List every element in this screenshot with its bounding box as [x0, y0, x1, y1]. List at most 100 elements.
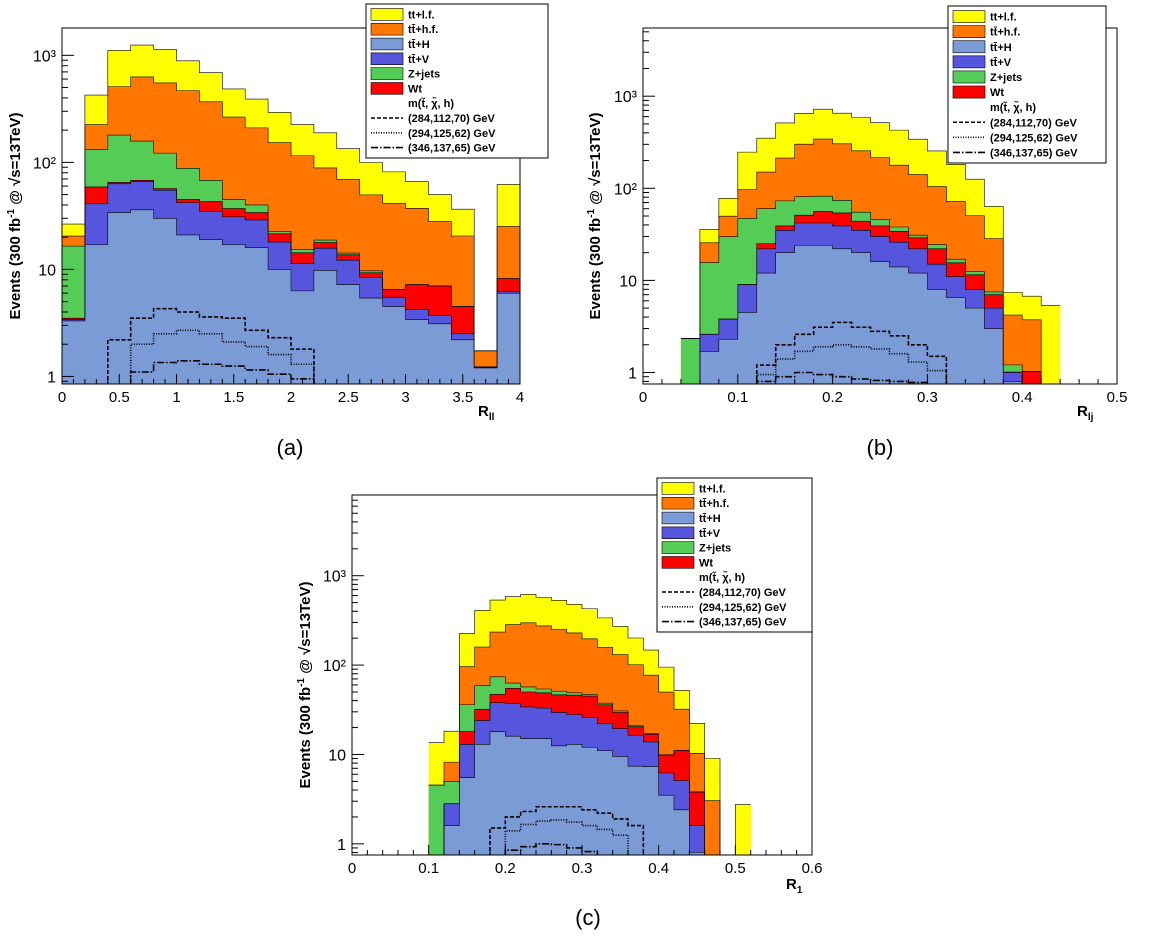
- y-axis-label-part: @: [297, 655, 314, 678]
- legend-entry-header: m(t̃, χ̃, h): [699, 571, 745, 584]
- signal-s1: [489, 805, 645, 855]
- x-tick-label: 0.6: [802, 860, 823, 877]
- legend-swatch-tthf: [661, 496, 695, 510]
- x-tick-label: 1.5: [223, 389, 244, 406]
- x-tick-label: 0: [348, 860, 356, 877]
- legend-label: tt+l.f.: [699, 483, 726, 495]
- legend-box: [947, 5, 1107, 164]
- legend: tt+l.f. tt̄+h.f. tt̄+H tt̄+V Z+jets Wt m(t̃, χ…: [365, 3, 549, 159]
- legend-entry-wt: Wt: [370, 82, 422, 95]
- chart-b: 0 0.1 0.2 0.3 0.4 0.5 1 10 10² 10³ Rlj Events (300 …: [586, 5, 1128, 460]
- bar-tth: [291, 290, 315, 384]
- bar-tth: [405, 319, 429, 384]
- stack-outline-tthf: [428, 622, 721, 855]
- legend-swatch-wt: [952, 85, 986, 99]
- bar-tth: [832, 248, 852, 384]
- legend-swatch-zjets: [370, 67, 404, 80]
- y-axis-label-part: -1: [296, 677, 307, 686]
- y-tick-label: 10: [38, 262, 56, 279]
- bar-tth: [643, 766, 659, 855]
- legend-entry-ttv: tt̄+V: [370, 52, 430, 66]
- stack-outline-ttlf: [62, 44, 520, 351]
- legend-label: (294,125,62) GeV: [699, 602, 787, 614]
- legend-entry-s3: (346,137,65) GeV: [662, 617, 787, 629]
- y-axis-label: Events (300 fb-1 @ √s=13TeV): [296, 581, 314, 788]
- legend-swatch-tthf: [370, 22, 404, 36]
- plot-frame: [642, 27, 1118, 385]
- bar-tth: [428, 323, 452, 384]
- bar-tth: [658, 795, 675, 855]
- x-axis-label-main: R: [478, 403, 489, 420]
- bar-tth: [566, 744, 583, 855]
- legend-entry-tth: tt̄+H: [661, 511, 721, 525]
- stack-outline-zjets: [428, 676, 705, 855]
- legend-entry-tthf: tt̄+h.f.: [661, 496, 729, 510]
- bar-tth: [889, 266, 909, 384]
- legend-label: (294,125,62) GeV: [408, 128, 496, 140]
- legend-entry-tthf: tt̄+h.f.: [952, 25, 1020, 39]
- y-axis-label-part: @: [587, 186, 604, 209]
- legend-swatch-zjets: [952, 70, 986, 84]
- y-tick-label: 10²: [614, 181, 638, 198]
- legend-entry-zjets: Z+jets: [661, 541, 731, 555]
- bar-tth: [474, 367, 498, 384]
- y-axis-label-part: Events (300 fb: [297, 687, 314, 789]
- y-axis-label: Events (300 fb-1 @ √s=13TeV): [6, 112, 24, 319]
- bar-tth: [490, 731, 506, 855]
- chart-caption: (a): [277, 435, 304, 460]
- legend-label: (284,112,70) GeV: [990, 117, 1078, 129]
- legend-swatch-ttv: [952, 55, 986, 69]
- y-tick-label: 10²: [323, 658, 347, 675]
- bar-tth: [359, 298, 383, 384]
- bar-tth: [908, 273, 928, 384]
- legend-label: tt̄+H: [699, 513, 721, 525]
- legend-swatch-tth: [370, 37, 404, 51]
- legend-label: tt̄+h.f.: [699, 498, 729, 510]
- y-tick-label: 1: [337, 837, 346, 854]
- bar-ttlf: [1041, 305, 1061, 384]
- bar-tth: [756, 273, 777, 384]
- x-axis-label-main: R: [1077, 403, 1088, 420]
- legend-label: tt̄+h.f.: [408, 24, 438, 36]
- legend-swatch-wt: [661, 556, 695, 569]
- stack-outline-ttlf: [428, 594, 751, 855]
- stack-outline-tthf: [680, 138, 1042, 384]
- bar-tth: [674, 809, 690, 855]
- bar-ttlf: [735, 804, 751, 855]
- legend-entry-ttv: tt̄+V: [952, 55, 1012, 69]
- chart-caption: (b): [867, 435, 894, 460]
- y-axis-label-part: √s=13TeV): [297, 581, 314, 654]
- x-axis-label-sub: ll: [489, 412, 495, 423]
- legend-entry-s1: (284,112,70) GeV: [953, 117, 1078, 129]
- legend-label: m(t̃, χ̃, h): [990, 101, 1036, 114]
- legend-label: m(t̃, χ̃, h): [408, 97, 454, 110]
- plot-area: [428, 594, 751, 855]
- stack-outline-zjets: [680, 195, 1042, 384]
- signal-s2: [755, 343, 948, 384]
- bar-tthf: [1022, 319, 1042, 384]
- y-tick-label: 10: [328, 747, 346, 764]
- x-tick-label: 0.5: [1107, 389, 1128, 406]
- legend-label: Wt: [990, 87, 1004, 99]
- legend-entry-s3: (346,137,65) GeV: [953, 147, 1078, 159]
- x-tick-label: 3.5: [452, 389, 473, 406]
- legend-entry-ttlf: tt+l.f.: [952, 10, 1017, 24]
- y-tick-label: 10³: [33, 48, 57, 65]
- stack-tth: [62, 209, 520, 384]
- legend-entry-header: m(t̃, χ̃, h): [990, 101, 1036, 114]
- y-axis-label-part: Events (300 fb: [587, 218, 604, 320]
- legend-swatch-ttlf: [661, 482, 695, 495]
- y-axis-label-part: Events (300 fb: [7, 218, 24, 320]
- bar-tth: [176, 234, 200, 384]
- x-axis-label: Rlj: [1077, 403, 1094, 423]
- stack-outline-wt: [699, 211, 1042, 384]
- y-tick-label: 10³: [614, 89, 638, 106]
- bar-tth: [737, 312, 758, 384]
- x-tick-label: 0.1: [727, 389, 748, 406]
- bar-ttv: [1003, 372, 1023, 384]
- y-axis-label-part: -1: [586, 208, 597, 217]
- bar-tth: [199, 239, 223, 384]
- bar-tth: [107, 212, 131, 384]
- bar-tth: [551, 745, 567, 855]
- legend-entry-s1: (284,112,70) GeV: [662, 587, 787, 599]
